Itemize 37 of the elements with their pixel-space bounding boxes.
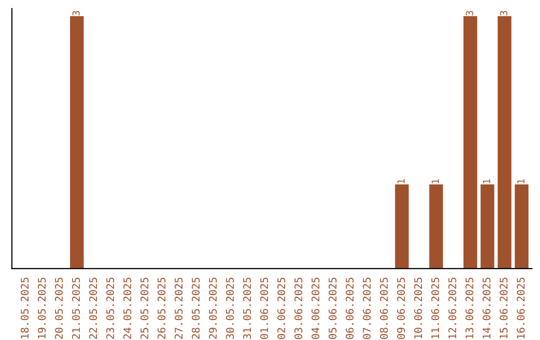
x-tick-label: 04.06.2025: [312, 278, 320, 339]
x-tick-label: 23.05.2025: [106, 278, 114, 339]
x-tick-label: 21.05.2025: [72, 278, 80, 339]
data-label: 1: [517, 179, 524, 184]
data-label: 3: [466, 10, 474, 16]
x-tick-label: 01.06.2025: [260, 278, 268, 339]
x-tick-label: 19.05.2025: [38, 278, 46, 338]
x-tick-label: 31.05.2025: [243, 278, 251, 339]
x-tick-label: 12.06.2025: [448, 278, 456, 338]
x-tick-label: 29.05.2025: [208, 278, 217, 339]
x-tick-label: 24.05.2025: [123, 278, 132, 339]
x-tick-label: 28.05.2025: [192, 278, 200, 339]
x-tick-label: 06.06.2025: [346, 278, 354, 339]
x-tick-label: 27.05.2025: [174, 278, 183, 339]
data-label: 3: [72, 10, 80, 16]
x-tick-label: 20.05.2025: [54, 278, 63, 339]
x-tick-label: 16.06.2025: [516, 278, 525, 338]
x-tick-label: 15.06.2025: [500, 278, 508, 338]
x-tick-label: 18.05.2025: [20, 278, 29, 338]
x-tick-label: 13.06.2025: [465, 278, 474, 338]
x-tick-label: 10.06.2025: [414, 278, 422, 338]
x-tick-label: 11.06.2025: [431, 278, 440, 338]
x-tick-label: 08.06.2025: [380, 278, 388, 339]
data-label: 3: [500, 10, 508, 16]
x-tick-label: 26.05.2025: [158, 278, 166, 339]
x-tick-label: 14.06.2025: [482, 278, 490, 338]
data-label: 1: [432, 179, 439, 184]
x-tick-label: 30.05.2025: [226, 278, 234, 339]
x-tick-label: 25.05.2025: [140, 278, 148, 339]
x-tick-label: 07.06.2025: [362, 278, 371, 339]
x-tick-label: 09.06.2025: [397, 278, 405, 339]
x-tick-label: 03.06.2025: [294, 278, 302, 339]
data-label: 1: [483, 179, 490, 184]
x-tick-label: 02.06.2025: [277, 278, 286, 339]
x-tick-label: 22.05.2025: [89, 278, 98, 339]
x-tick-label: 05.06.2025: [328, 278, 337, 339]
data-label: 1: [398, 179, 405, 184]
